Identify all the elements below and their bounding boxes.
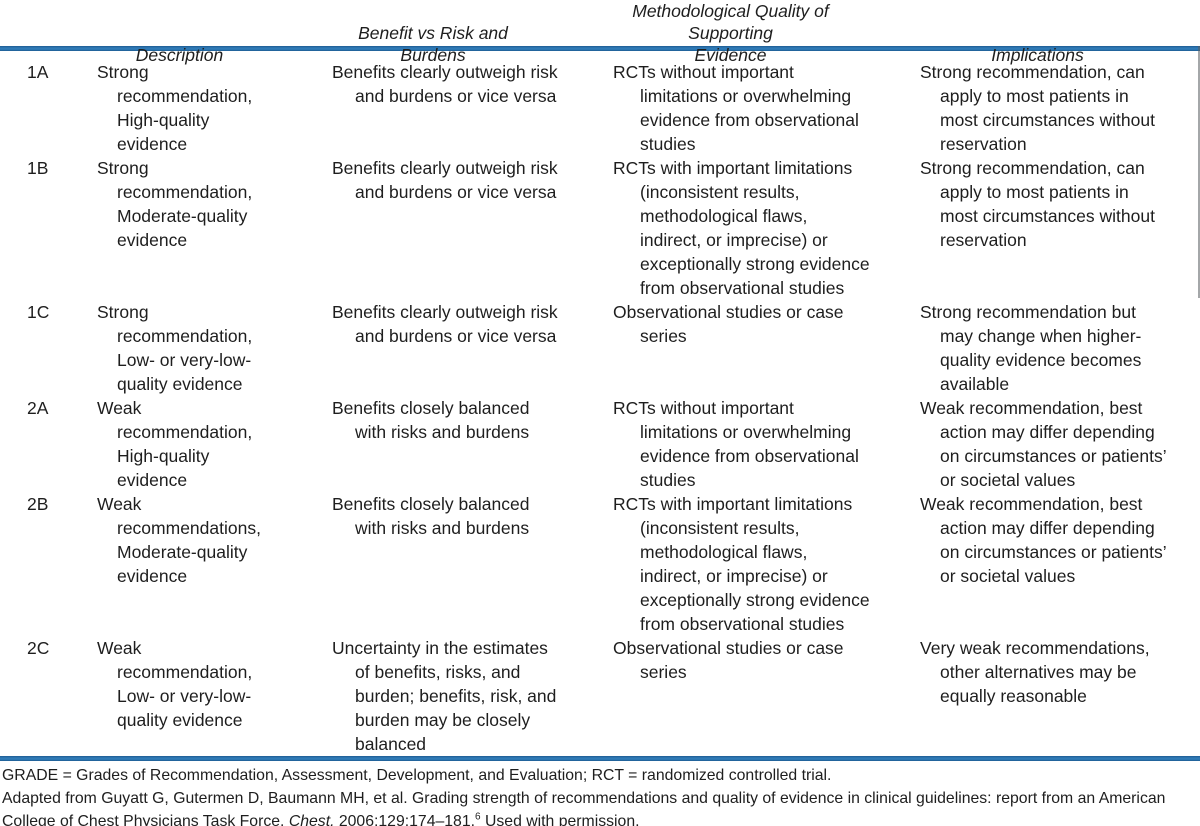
description-cell: Weak recommendation, High-quality eviden… <box>97 398 253 490</box>
benefit-cell: Benefits clearly outweigh risk and burde… <box>332 62 558 106</box>
abbreviations-note: GRADE = Grades of Recommendation, Assess… <box>2 767 832 784</box>
table-row: 1A Strong recommendation, High-quality e… <box>0 60 1200 156</box>
table-body: 1A Strong recommendation, High-quality e… <box>0 51 1200 756</box>
benefit-cell: Benefits closely balanced with risks and… <box>332 494 530 538</box>
quality-cell: Observational studies or case series <box>613 638 844 682</box>
benefit-cell: Benefits clearly outweigh risk and burde… <box>332 302 558 346</box>
description-cell: Weak recommendations, Moderate-quality e… <box>97 494 261 586</box>
description-cell: Strong recommendation, High-quality evid… <box>97 62 253 154</box>
attribution-line2-prefix: College of Chest Physicians Task Force. <box>2 813 289 826</box>
table-row: 1C Strong recommendation, Low- or very-l… <box>0 300 1200 396</box>
implications-cell: Weak recommendation, best action may dif… <box>920 494 1167 586</box>
table-row: 1B Strong recommendation, Moderate-quali… <box>0 156 1200 300</box>
quality-cell: Observational studies or case series <box>613 302 844 346</box>
implications-cell: Strong recommendation, can apply to most… <box>920 158 1155 250</box>
header-description: Description <box>135 45 224 65</box>
attribution-line1: Adapted from Guyatt G, Gutermen D, Bauma… <box>2 790 1166 807</box>
grade-cell: 1A <box>27 62 49 82</box>
footer-divider-rule <box>0 756 1200 761</box>
scan-artifact-line <box>1198 46 1200 298</box>
grade-cell: 1C <box>27 302 50 322</box>
description-cell: Strong recommendation, Moderate-quality … <box>97 158 253 250</box>
quality-cell: RCTs without important limitations or ov… <box>613 398 859 490</box>
description-cell: Weak recommendation, Low- or very-low- q… <box>97 638 253 730</box>
implications-cell: Weak recommendation, best action may dif… <box>920 398 1167 490</box>
implications-cell: Strong recommendation, can apply to most… <box>920 62 1155 154</box>
benefit-cell: Benefits clearly outweigh risk and burde… <box>332 158 558 202</box>
attribution-permission: Used with permission. <box>480 813 640 826</box>
benefit-cell: Uncertainty in the estimates of benefits… <box>332 638 557 754</box>
quality-cell: RCTs with important limitations (inconsi… <box>613 158 870 298</box>
table-row: 2A Weak recommendation, High-quality evi… <box>0 396 1200 492</box>
table-row: 2B Weak recommendations, Moderate-qualit… <box>0 492 1200 636</box>
table-header-row: Description Benefit vs Risk and Burdens … <box>0 0 1200 65</box>
benefit-cell: Benefits closely balanced with risks and… <box>332 398 530 442</box>
header-methodological-quality: Methodological Quality of Supporting Evi… <box>632 1 829 65</box>
table-row: 2C Weak recommendation, Low- or very-low… <box>0 636 1200 756</box>
grade-cell: 1B <box>27 158 49 178</box>
reference-superscript: 6 <box>475 811 481 823</box>
implications-cell: Strong recommendation but may change whe… <box>920 302 1142 394</box>
source-attribution: Adapted from Guyatt G, Gutermen D, Bauma… <box>2 787 1196 826</box>
quality-cell: RCTs without important limitations or ov… <box>613 62 859 154</box>
grade-cell: 2C <box>27 638 50 658</box>
description-cell: Strong recommendation, Low- or very-low-… <box>97 302 253 394</box>
journal-name: Chest. <box>288 813 335 826</box>
grade-cell: 2A <box>27 398 49 418</box>
header-implications: Implications <box>991 45 1084 65</box>
header-benefit-vs-risk: Benefit vs Risk and Burdens <box>358 23 508 65</box>
quality-cell: RCTs with important limitations (inconsi… <box>613 494 870 634</box>
implications-cell: Very weak recommendations, other alterna… <box>920 638 1150 706</box>
header-divider-rule <box>0 46 1200 51</box>
grade-cell: 2B <box>27 494 49 514</box>
attribution-citation: 2006;129:174–181. <box>334 813 476 826</box>
footnotes: GRADE = Grades of Recommendation, Assess… <box>0 761 1200 826</box>
